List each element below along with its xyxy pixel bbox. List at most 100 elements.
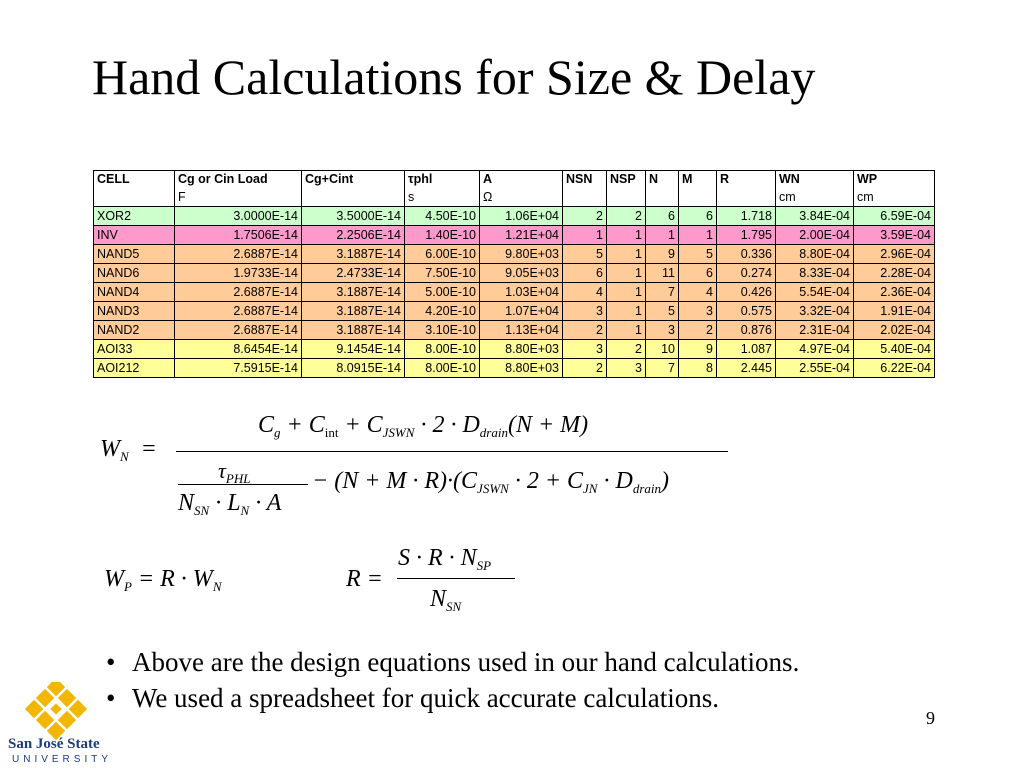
table-cell: 5	[562, 244, 607, 264]
header-cell: CELL	[93, 170, 175, 188]
cell-name: NAND4	[93, 282, 175, 302]
table-cell: 1	[606, 320, 646, 340]
table-cell: 3.1887E-14	[301, 282, 405, 302]
r-lhs: R =	[346, 566, 383, 592]
table-cell: 7	[645, 282, 679, 302]
table-cell: 6.00E-10	[404, 244, 480, 264]
table-cell: 3	[606, 358, 646, 378]
sjsu-logo-icon	[24, 682, 88, 741]
units-row: F s Ω cm cm	[93, 188, 935, 207]
unit-cell	[678, 188, 717, 207]
table-cell: 2.445	[716, 358, 776, 378]
table-cell: 8.80E-04	[775, 244, 854, 264]
table-cell: 2	[562, 358, 607, 378]
wn-lhs: WN =	[100, 436, 157, 464]
table-cell: 2.6887E-14	[174, 244, 302, 264]
table-cell: 2.6887E-14	[174, 320, 302, 340]
table-cell: 2.36E-04	[853, 282, 935, 302]
table-cell: 5.40E-04	[853, 339, 935, 359]
table-cell: 2.96E-04	[853, 244, 935, 264]
table-cell: 3	[645, 320, 679, 340]
table-cell: 3	[562, 339, 607, 359]
unit-cell: Ω	[479, 188, 563, 207]
table-row: NAND6 1.9733E-14 2.4733E-14 7.50E-10 9.05E+0…	[93, 263, 935, 283]
table-cell: 3.5000E-14	[301, 206, 405, 226]
table-cell: 7.50E-10	[404, 263, 480, 283]
table-cell: 11	[645, 263, 679, 283]
table-cell: 3.1887E-14	[301, 301, 405, 321]
table-cell: 8.33E-04	[775, 263, 854, 283]
table-cell: 2	[606, 206, 646, 226]
header-cell: WN	[775, 170, 854, 188]
table-cell: 8	[678, 358, 717, 378]
table-cell: 3	[562, 301, 607, 321]
table-cell: 6.59E-04	[853, 206, 935, 226]
header-cell: R	[716, 170, 776, 188]
table-cell: 0.876	[716, 320, 776, 340]
bullet-item: We used a spreadsheet for quick accurate…	[104, 680, 799, 716]
table-cell: 2.00E-04	[775, 225, 854, 245]
table-cell: 4.20E-10	[404, 301, 480, 321]
header-cell: NSP	[606, 170, 646, 188]
table-cell: 1.40E-10	[404, 225, 480, 245]
bullet-item: Above are the design equations used in o…	[104, 644, 799, 680]
table-cell: 2	[606, 339, 646, 359]
table-cell: 3	[678, 301, 717, 321]
table-cell: 0.426	[716, 282, 776, 302]
cell-name: NAND5	[93, 244, 175, 264]
table-cell: 8.80E+03	[479, 339, 563, 359]
table-row: AOI212 7.5915E-14 8.0915E-14 8.00E-10 8.80E+…	[93, 358, 935, 378]
header-cell: Cg or Cin Load	[174, 170, 302, 188]
wp-equation: WP = R · WN	[104, 566, 222, 594]
table-cell: 6	[645, 206, 679, 226]
unit-cell	[93, 188, 175, 207]
table-cell: 7.5915E-14	[174, 358, 302, 378]
table-cell: 1.718	[716, 206, 776, 226]
table-cell: 2.2506E-14	[301, 225, 405, 245]
table-cell: 4.97E-04	[775, 339, 854, 359]
header-cell: Cg+Cint	[301, 170, 405, 188]
table-cell: 2.6887E-14	[174, 282, 302, 302]
cell-name: NAND3	[93, 301, 175, 321]
table-cell: 1	[606, 244, 646, 264]
table-cell: 6	[678, 206, 717, 226]
table-cell: 3.1887E-14	[301, 244, 405, 264]
table-cell: 3.59E-04	[853, 225, 935, 245]
table-cell: 4	[678, 282, 717, 302]
table-cell: 2	[562, 206, 607, 226]
table-cell: 4	[562, 282, 607, 302]
table-cell: 0.274	[716, 263, 776, 283]
r-numerator: S · R · NSP	[398, 545, 492, 573]
table-cell: 8.00E-10	[404, 358, 480, 378]
table-cell: 6	[562, 263, 607, 283]
table-cell: 5.00E-10	[404, 282, 480, 302]
logo-university-label: UNIVERSITY	[12, 754, 113, 765]
table-cell: 0.336	[716, 244, 776, 264]
table-row: NAND4 2.6887E-14 3.1887E-14 5.00E-10 1.03E+0…	[93, 282, 935, 302]
wn-inner-fraction-bar	[178, 484, 308, 485]
table-cell: 2.28E-04	[853, 263, 935, 283]
unit-cell	[645, 188, 679, 207]
wn-inner-denominator: NSN · LN · A	[178, 490, 282, 518]
table-cell: 1.07E+04	[479, 301, 563, 321]
table-cell: 3.84E-04	[775, 206, 854, 226]
wn-denominator-tail: − (N + M · R)·(CJSWN · 2 + CJN · Ddrain)	[312, 468, 669, 496]
table-cell: 3.0000E-14	[174, 206, 302, 226]
table-cell: 5	[645, 301, 679, 321]
calculation-spreadsheet: CELL Cg or Cin Load Cg+Cint τphl A NSN N…	[93, 170, 935, 378]
table-cell: 9	[678, 339, 717, 359]
table-cell: 8.00E-10	[404, 339, 480, 359]
bullet-list: Above are the design equations used in o…	[104, 644, 799, 716]
table-cell: 1	[645, 225, 679, 245]
table-cell: 1.03E+04	[479, 282, 563, 302]
table-row: NAND5 2.6887E-14 3.1887E-14 6.00E-10 9.80E+0…	[93, 244, 935, 264]
cell-name: NAND6	[93, 263, 175, 283]
table-cell: 9.80E+03	[479, 244, 563, 264]
table-cell: 2	[678, 320, 717, 340]
header-cell: WP	[853, 170, 935, 188]
table-cell: 8.0915E-14	[301, 358, 405, 378]
table-cell: 1	[606, 282, 646, 302]
table-cell: 1.087	[716, 339, 776, 359]
table-cell: 1	[606, 225, 646, 245]
table-cell: 1.13E+04	[479, 320, 563, 340]
